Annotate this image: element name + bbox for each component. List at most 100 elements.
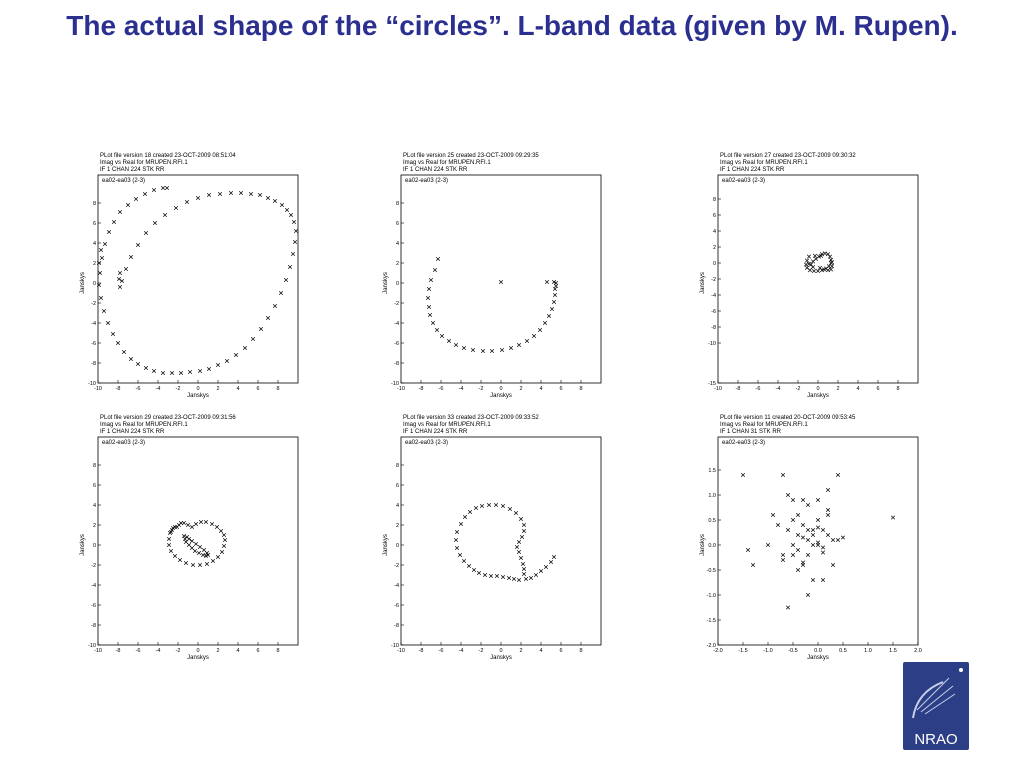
plot-header: PLot file version 11 created 20-OCT-2009… (720, 415, 855, 436)
data-point (121, 349, 127, 355)
data-point (551, 554, 557, 560)
plot-header-line: IF 1 CHAN 224 STK RR (100, 429, 165, 435)
y-tick-label: 6 (93, 221, 96, 227)
y-tick-label: 2 (713, 245, 716, 251)
data-point (476, 570, 482, 576)
y-tick-label: 0.0 (708, 543, 716, 549)
y-axis-label: Janskys (383, 534, 389, 556)
plot-header-line: Imag vs Real for MRUPEN.RFI.1 (403, 160, 491, 166)
x-tick-label: -6 (439, 648, 444, 654)
data-point (790, 552, 796, 558)
data-point (105, 320, 111, 326)
data-point (128, 254, 134, 260)
plot-header: PLot file version 27 created 23-OCT-2009… (720, 153, 856, 174)
y-tick-label: 6 (713, 213, 716, 219)
y-tick-label: -6 (394, 341, 399, 347)
x-tick-label: 2 (216, 648, 219, 654)
x-tick-label: -2.0 (713, 648, 722, 654)
data-point (160, 185, 166, 191)
data-point (257, 192, 263, 198)
plot-header-line: Imag vs Real for MRUPEN.RFI.1 (100, 160, 188, 166)
data-point (123, 266, 129, 272)
y-tick-label: 4 (93, 241, 96, 247)
y-tick-label: -2.0 (707, 643, 716, 649)
data-point (812, 253, 818, 258)
data-point (221, 543, 227, 549)
baseline-label: ea02-ea03 (2-3) (405, 178, 448, 184)
data-point (551, 279, 557, 285)
x-tick-label: -10 (397, 386, 405, 392)
plot-header: PLot file version 25 created 23-OCT-2009… (403, 153, 539, 174)
data-point (193, 541, 199, 547)
data-point (177, 557, 183, 563)
data-point (182, 536, 188, 542)
x-tick-label: 4 (539, 648, 542, 654)
data-point (740, 472, 746, 478)
data-point (552, 286, 558, 292)
x-axis-label: Janskys (187, 655, 209, 661)
y-tick-label: 8 (396, 463, 399, 469)
plot-header-line: PLot file version 11 created 20-OCT-2009… (720, 415, 856, 421)
x-tick-label: -10 (94, 648, 102, 654)
data-point (825, 512, 831, 518)
data-point (278, 290, 284, 296)
data-point (805, 527, 811, 533)
data-point (542, 320, 548, 326)
y-tick-label: 4 (396, 503, 399, 509)
y-axis-label: Janskys (700, 272, 706, 294)
data-point (458, 521, 464, 527)
data-point (549, 306, 555, 312)
data-point (288, 212, 294, 218)
data-point (116, 276, 122, 282)
y-tick-label: -8 (91, 623, 96, 629)
x-tick-label: 0 (196, 648, 199, 654)
data-point (500, 503, 506, 509)
data-point (494, 573, 500, 579)
data-point (117, 209, 123, 215)
x-tick-label: -4 (156, 648, 161, 654)
x-tick-label: 0 (816, 386, 819, 392)
x-tick-label: -6 (136, 386, 141, 392)
data-point (453, 537, 459, 543)
y-tick-label: -6 (394, 603, 399, 609)
data-point (825, 252, 831, 257)
x-tick-label: 8 (276, 648, 279, 654)
data-point (805, 552, 811, 558)
data-point (428, 277, 434, 283)
data-point (193, 521, 199, 527)
data-point (795, 547, 801, 553)
data-point (770, 512, 776, 518)
y-tick-label: -0.5 (707, 568, 716, 574)
data-point (287, 264, 293, 270)
data-point (166, 536, 172, 542)
data-point (181, 533, 187, 539)
y-tick-label: -8 (711, 325, 716, 331)
data-point (214, 524, 220, 530)
data-point (454, 545, 460, 551)
data-point (197, 544, 203, 550)
data-point (258, 326, 264, 332)
data-point (815, 517, 821, 523)
data-point (219, 549, 225, 555)
y-tick-label: -10 (88, 381, 96, 387)
y-tick-label: 0 (713, 261, 716, 267)
data-point (780, 552, 786, 558)
slide-title: The actual shape of the “circles”. L-ban… (66, 10, 958, 41)
nrao-logo-graphic: NRAO (903, 662, 969, 750)
plot-frame (400, 436, 602, 646)
plot-panel-5: PLot file version 33 created 23-OCT-2009… (383, 415, 628, 661)
data-point (511, 576, 517, 582)
data-point (224, 358, 230, 364)
data-point (815, 497, 821, 503)
nrao-logo: NRAO (903, 662, 969, 750)
data-point (462, 514, 468, 520)
plot-frame (717, 174, 919, 384)
plot-header-line: Imag vs Real for MRUPEN.RFI.1 (403, 422, 491, 428)
x-tick-label: -6 (439, 386, 444, 392)
y-tick-label: -8 (91, 361, 96, 367)
data-point (233, 352, 239, 358)
x-tick-label: 2 (216, 386, 219, 392)
x-tick-label: -4 (156, 386, 161, 392)
data-point (803, 262, 809, 267)
x-tick-label: -2 (796, 386, 801, 392)
